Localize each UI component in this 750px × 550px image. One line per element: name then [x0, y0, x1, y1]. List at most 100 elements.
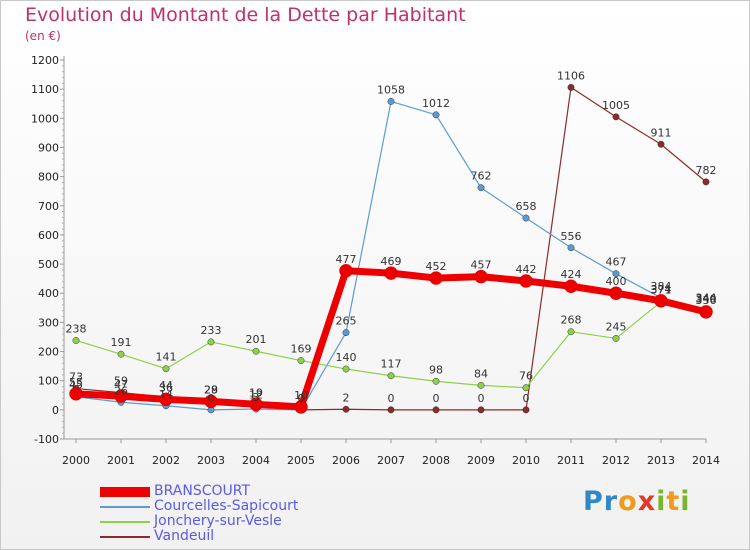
chart-title: Evolution du Montant de la Dette par Hab… — [25, 4, 466, 26]
logo-letter: i — [656, 486, 667, 517]
data-label: 59 — [114, 375, 128, 388]
data-point — [429, 271, 443, 285]
y-tick-label: 0 — [52, 404, 59, 417]
data-point — [387, 97, 395, 105]
data-label: 140 — [336, 351, 357, 364]
x-tick-label: 2007 — [377, 454, 405, 467]
data-label: 762 — [471, 170, 492, 183]
x-tick-label: 2012 — [602, 454, 630, 467]
data-label: 26 — [114, 384, 128, 397]
data-point — [612, 334, 620, 342]
data-label: 782 — [696, 164, 717, 177]
data-label: 0 — [208, 392, 215, 405]
data-label: 19 — [249, 386, 263, 399]
data-point — [114, 389, 128, 403]
data-label: 336 — [696, 294, 717, 307]
data-point — [612, 270, 620, 278]
data-label: 556 — [561, 230, 582, 243]
data-label: 424 — [561, 268, 582, 281]
proxiti-logo: Proxiti — [583, 486, 691, 517]
data-label: 76 — [519, 370, 533, 383]
data-label: 233 — [201, 324, 222, 337]
x-tick-label: 2008 — [422, 454, 450, 467]
data-point — [297, 357, 305, 365]
y-tick-label: 700 — [38, 200, 59, 213]
data-label: 1058 — [377, 83, 405, 96]
x-tick-label: 2001 — [107, 454, 135, 467]
data-point — [477, 406, 485, 414]
data-point — [162, 365, 170, 373]
data-label: 98 — [429, 363, 443, 376]
y-tick-label: 1100 — [31, 83, 59, 96]
data-point — [432, 406, 440, 414]
data-point — [477, 184, 485, 192]
data-label: 442 — [516, 263, 537, 276]
data-point — [699, 305, 713, 319]
data-point — [519, 274, 533, 288]
data-label: 117 — [381, 358, 402, 371]
data-label: 12 — [249, 388, 263, 401]
y-tick-label: 500 — [38, 258, 59, 271]
data-label: 0 — [478, 392, 485, 405]
x-tick-label: 2013 — [647, 454, 675, 467]
y-tick-label: 100 — [38, 375, 59, 388]
x-tick-label: 2004 — [242, 454, 270, 467]
y-tick-label: -100 — [34, 433, 59, 446]
data-label: 400 — [606, 275, 627, 288]
data-point — [204, 394, 218, 409]
data-label: 3 — [253, 391, 260, 404]
y-tick-label: 800 — [38, 171, 59, 184]
y-tick-label: 900 — [38, 141, 59, 154]
data-point — [432, 111, 440, 119]
legend-swatch — [100, 521, 150, 523]
data-label: 73 — [69, 371, 83, 384]
data-label: 84 — [474, 367, 488, 380]
legend-label: Jonchery-sur-Vesle — [154, 513, 282, 529]
data-point — [342, 365, 350, 373]
y-tick-label: 1200 — [31, 54, 59, 67]
data-point — [657, 140, 665, 148]
data-label: 44 — [159, 379, 173, 392]
data-point — [342, 405, 350, 413]
data-label: 1005 — [602, 99, 630, 112]
data-label: 1106 — [557, 69, 585, 82]
legend-swatch — [100, 536, 150, 538]
logo-letter: o — [618, 486, 638, 517]
data-label: 238 — [66, 322, 87, 335]
y-tick-label: 300 — [38, 316, 59, 329]
data-label: 457 — [471, 259, 492, 272]
legend-swatch — [100, 506, 150, 508]
x-tick-label: 2005 — [287, 454, 315, 467]
data-point — [522, 384, 530, 392]
y-tick-label: 200 — [38, 346, 59, 359]
x-tick-label: 2000 — [62, 454, 90, 467]
data-point — [474, 269, 488, 284]
data-label: 141 — [156, 351, 177, 364]
logo-letter: x — [637, 486, 657, 517]
x-tick-label: 2014 — [692, 454, 720, 467]
data-label: 477 — [336, 253, 357, 266]
data-point — [567, 83, 575, 91]
data-label: 265 — [336, 315, 357, 328]
data-label: 0 — [298, 392, 305, 405]
data-label: 36 — [159, 381, 173, 394]
data-label: 10 — [294, 389, 308, 402]
data-point — [117, 350, 125, 358]
data-point — [69, 387, 83, 401]
data-label: 55 — [69, 376, 83, 389]
data-point — [387, 372, 395, 380]
x-tick-label: 2003 — [197, 454, 225, 467]
x-tick-label: 2006 — [332, 454, 360, 467]
data-label: 28 — [204, 384, 218, 397]
legend-label: BRANSCOURT — [154, 483, 251, 499]
legend-swatch — [100, 487, 150, 497]
data-point — [567, 244, 575, 252]
data-point — [432, 377, 440, 385]
data-point — [339, 264, 353, 278]
data-label: 169 — [291, 343, 312, 356]
legend-label: Courcelles-Sapicourt — [154, 498, 299, 514]
data-point — [567, 328, 575, 336]
data-point — [252, 347, 260, 355]
data-label: 467 — [606, 256, 627, 269]
